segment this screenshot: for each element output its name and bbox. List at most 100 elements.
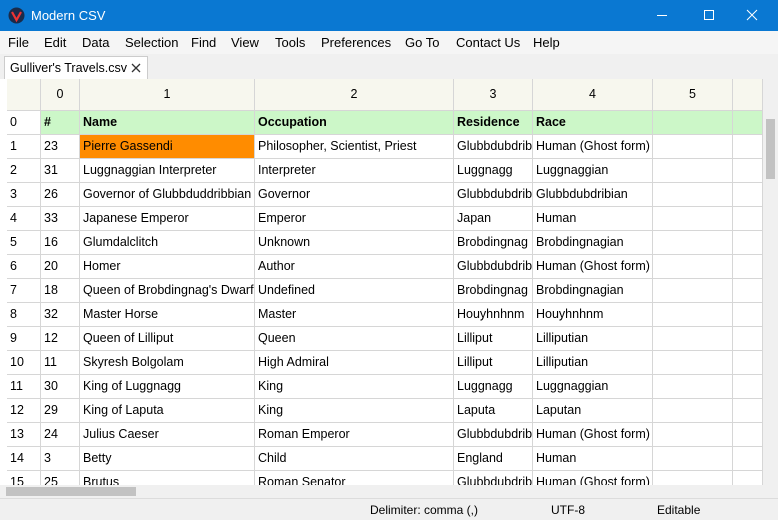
menu-item[interactable]: Selection xyxy=(125,35,179,50)
row-header[interactable]: 10 xyxy=(7,351,41,375)
data-cell[interactable] xyxy=(733,207,763,231)
data-cell[interactable]: Houyhnhnm xyxy=(454,303,533,327)
data-cell[interactable]: Human (Ghost form) xyxy=(533,135,653,159)
data-cell[interactable] xyxy=(733,375,763,399)
row-header[interactable]: 6 xyxy=(7,255,41,279)
data-cell[interactable]: 31 xyxy=(41,159,80,183)
data-cell[interactable]: Master Horse xyxy=(80,303,255,327)
row-header[interactable]: 7 xyxy=(7,279,41,303)
data-cell[interactable]: Laputan xyxy=(533,399,653,423)
row-header[interactable]: 3 xyxy=(7,183,41,207)
data-cell[interactable] xyxy=(733,327,763,351)
data-cell[interactable]: Lilliputian xyxy=(533,351,653,375)
data-cell[interactable]: Master xyxy=(255,303,454,327)
data-cell[interactable] xyxy=(653,159,733,183)
data-cell[interactable]: 26 xyxy=(41,183,80,207)
data-cell[interactable]: 29 xyxy=(41,399,80,423)
data-cell[interactable] xyxy=(653,327,733,351)
data-cell[interactable] xyxy=(653,447,733,471)
data-cell[interactable]: Brobdingnagian xyxy=(533,231,653,255)
menu-item[interactable]: View xyxy=(231,35,259,50)
tab-label[interactable]: Gulliver's Travels.csv xyxy=(10,61,127,75)
data-cell[interactable]: Human (Ghost form) xyxy=(533,471,653,485)
data-cell[interactable]: Homer xyxy=(80,255,255,279)
data-cell[interactable] xyxy=(733,135,763,159)
data-cell[interactable] xyxy=(653,303,733,327)
data-cell[interactable] xyxy=(653,351,733,375)
menu-item[interactable]: Find xyxy=(191,35,217,50)
data-cell[interactable]: Emperor xyxy=(255,207,454,231)
row-header[interactable]: 14 xyxy=(7,447,41,471)
data-cell[interactable]: 30 xyxy=(41,375,80,399)
data-cell[interactable] xyxy=(653,399,733,423)
scroll-thumb[interactable] xyxy=(6,487,136,496)
data-cell[interactable]: King of Laputa xyxy=(80,399,255,423)
vertical-scrollbar[interactable] xyxy=(763,79,778,498)
data-cell[interactable]: Luggnaggian Interpreter xyxy=(80,159,255,183)
menu-item[interactable]: Contact Us xyxy=(456,35,521,50)
data-cell[interactable]: Luggnaggian xyxy=(533,375,653,399)
data-cell[interactable]: 3 xyxy=(41,447,80,471)
data-cell[interactable] xyxy=(733,447,763,471)
row-header[interactable]: 0 xyxy=(7,111,41,135)
data-cell[interactable] xyxy=(653,135,733,159)
menu-item[interactable]: Tools xyxy=(275,35,306,50)
data-cell[interactable]: Roman Emperor xyxy=(255,423,454,447)
data-cell[interactable]: Glubbdubdribian xyxy=(533,183,653,207)
data-cell[interactable] xyxy=(653,423,733,447)
data-cell[interactable] xyxy=(653,255,733,279)
data-cell[interactable]: Glubbdubdrib xyxy=(454,183,533,207)
data-cell[interactable]: Brobdingnag xyxy=(454,279,533,303)
data-cell[interactable] xyxy=(653,375,733,399)
data-cell[interactable]: Queen of Brobdingnag's Dwarf xyxy=(80,279,255,303)
data-cell[interactable]: 33 xyxy=(41,207,80,231)
data-cell[interactable]: 18 xyxy=(41,279,80,303)
menu-item[interactable]: Help xyxy=(533,35,560,50)
data-cell[interactable]: 11 xyxy=(41,351,80,375)
data-cell[interactable]: 23 xyxy=(41,135,80,159)
tab[interactable]: Gulliver's Travels.csv xyxy=(4,56,148,79)
data-cell[interactable]: 20 xyxy=(41,255,80,279)
data-cell[interactable]: Brutus xyxy=(80,471,255,485)
data-cell[interactable]: Governor xyxy=(255,183,454,207)
data-cell[interactable]: Human xyxy=(533,447,653,471)
data-cell[interactable] xyxy=(653,207,733,231)
data-cell[interactable]: High Admiral xyxy=(255,351,454,375)
data-cell[interactable]: Lilliput xyxy=(454,351,533,375)
column-header[interactable]: 4 xyxy=(533,79,653,111)
header-cell[interactable]: Residence xyxy=(454,111,533,135)
data-cell[interactable]: Glubbdubdrib xyxy=(454,255,533,279)
row-header[interactable]: 12 xyxy=(7,399,41,423)
header-cell[interactable]: # xyxy=(41,111,80,135)
data-cell[interactable] xyxy=(733,183,763,207)
data-cell[interactable]: Human xyxy=(533,207,653,231)
data-cell[interactable]: Glubbdubdrib xyxy=(454,423,533,447)
data-cell[interactable]: Child xyxy=(255,447,454,471)
data-cell[interactable]: Houyhnhnm xyxy=(533,303,653,327)
data-cell[interactable]: Unknown xyxy=(255,231,454,255)
data-cell[interactable] xyxy=(653,471,733,485)
data-cell[interactable]: Julius Caeser xyxy=(80,423,255,447)
data-cell[interactable] xyxy=(733,255,763,279)
column-header[interactable]: 5 xyxy=(653,79,733,111)
menu-item[interactable]: Preferences xyxy=(321,35,392,50)
data-cell[interactable]: 32 xyxy=(41,303,80,327)
horizontal-scrollbar[interactable] xyxy=(0,485,763,498)
data-cell[interactable]: Glubbdubdrib xyxy=(454,471,533,485)
data-cell[interactable]: Lilliputian xyxy=(533,327,653,351)
header-cell[interactable]: Name xyxy=(80,111,255,135)
menu-item[interactable]: Edit xyxy=(44,35,67,50)
row-header[interactable]: 2 xyxy=(7,159,41,183)
data-cell[interactable] xyxy=(733,231,763,255)
data-cell[interactable] xyxy=(653,183,733,207)
data-cell[interactable] xyxy=(733,303,763,327)
data-cell[interactable]: Luggnagg xyxy=(454,159,533,183)
data-cell[interactable] xyxy=(733,423,763,447)
data-cell[interactable]: Interpreter xyxy=(255,159,454,183)
column-header[interactable]: 0 xyxy=(41,79,80,111)
row-header[interactable]: 13 xyxy=(7,423,41,447)
data-cell[interactable] xyxy=(733,399,763,423)
data-cell[interactable]: Japanese Emperor xyxy=(80,207,255,231)
data-cell[interactable]: King xyxy=(255,375,454,399)
header-cell[interactable] xyxy=(733,111,763,135)
